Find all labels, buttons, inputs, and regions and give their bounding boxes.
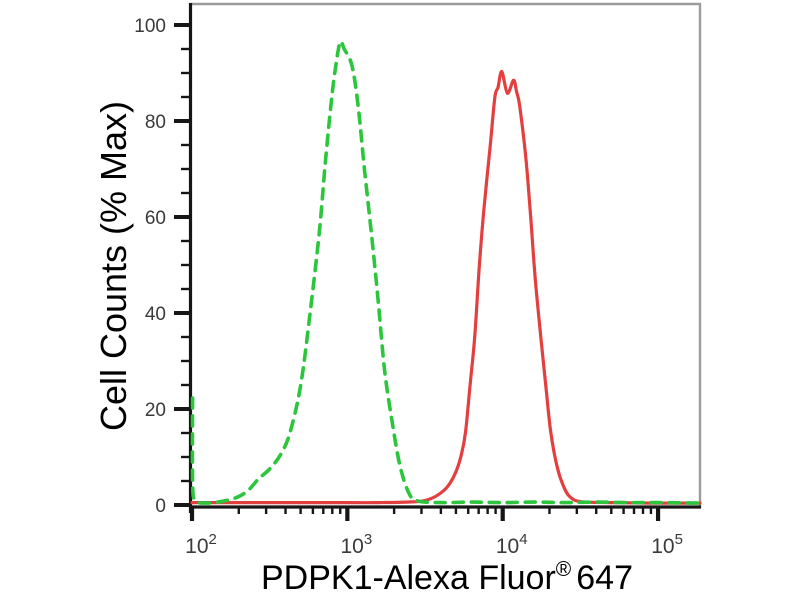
stained-pdpk1-alexa647-curve	[190, 69, 702, 505]
plot-frame	[188, 2, 702, 513]
y-axis-label: Cell Counts (% Max)	[93, 101, 134, 431]
x-tick-label: 102	[185, 531, 217, 558]
y-tick-label: 60	[145, 208, 166, 229]
y-tick-label: 0	[155, 496, 166, 517]
y-tick-label: 80	[145, 112, 166, 133]
x-tick-label: 104	[496, 531, 528, 558]
x-axis-label-suffix: 647	[576, 559, 633, 597]
y-axis: 0 20 40 60 80 100	[134, 16, 189, 517]
x-axis-label-main: PDPK1-Alexa Fluor	[261, 559, 556, 597]
series-group	[190, 39, 702, 505]
x-axis: 102 103 104 105	[185, 506, 683, 558]
registered-trademark-sup: ®	[556, 558, 572, 581]
x-tick-label: 103	[341, 531, 373, 558]
x-tick-label: 105	[651, 531, 683, 558]
negative-control-curve	[190, 39, 702, 505]
x-axis-label: PDPK1-Alexa Fluor® 647	[261, 558, 633, 597]
y-tick-label: 40	[145, 304, 166, 325]
y-tick-label: 100	[134, 16, 166, 37]
y-tick-label: 20	[145, 400, 166, 421]
